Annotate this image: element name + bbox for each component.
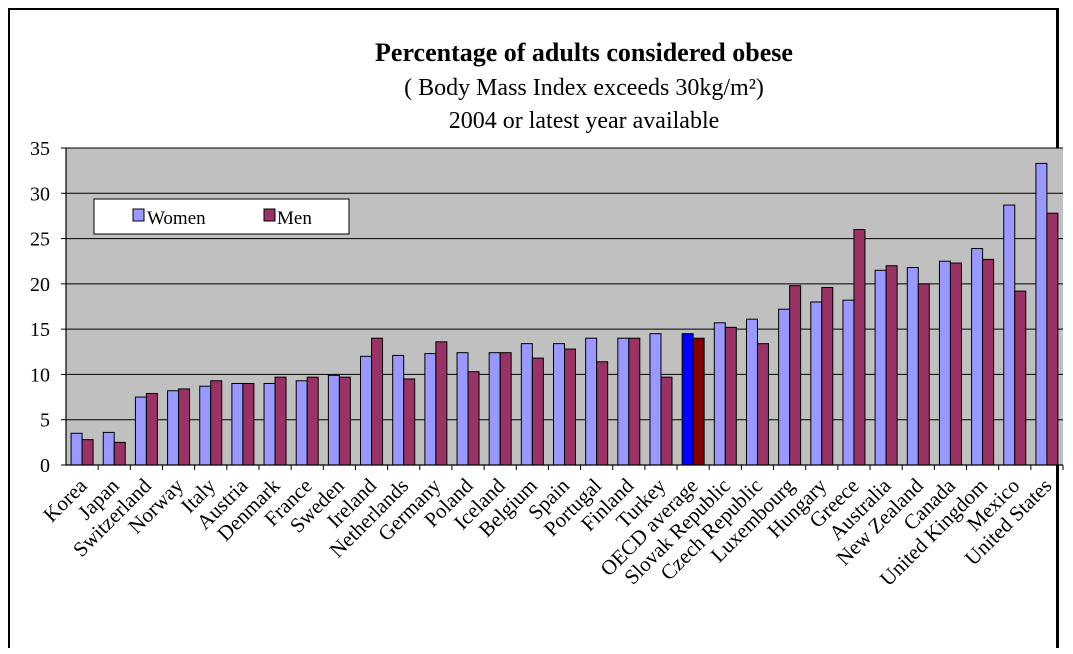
bar-women xyxy=(134,396,147,466)
bar-women xyxy=(874,269,887,466)
bar-men xyxy=(660,376,673,466)
bar-men xyxy=(210,380,223,466)
bar-women xyxy=(488,352,501,466)
bars xyxy=(70,162,1059,466)
legend-women-label: Women xyxy=(147,208,206,229)
bar-men xyxy=(949,262,962,466)
bar-women xyxy=(102,431,115,466)
bar-men xyxy=(692,337,705,466)
bar-women xyxy=(553,343,565,466)
bar-men xyxy=(1046,212,1059,466)
bar-women xyxy=(199,385,212,466)
bar-men xyxy=(821,286,834,466)
chart-subtitle: ( Body Mass Index exceeds 30kg/m²) xyxy=(404,75,764,101)
bar-women xyxy=(649,333,662,466)
bar-women xyxy=(585,337,598,466)
bar-men xyxy=(564,348,576,466)
bar-women xyxy=(360,355,373,466)
bar-women xyxy=(392,354,405,466)
chart-title: Percentage of adults considered obese xyxy=(375,38,793,67)
bar-men xyxy=(274,376,287,466)
bar-men xyxy=(435,341,448,466)
bar-men xyxy=(499,352,512,466)
y-tick-label: 25 xyxy=(30,229,50,251)
bar-women xyxy=(842,299,855,466)
bar-women xyxy=(424,353,437,466)
bar-men xyxy=(853,229,866,466)
bar-men xyxy=(917,283,930,466)
y-tick-label: 10 xyxy=(30,364,50,386)
bar-women xyxy=(1035,162,1048,466)
legend: Women Men xyxy=(93,198,350,235)
bar-men xyxy=(242,382,255,466)
bar-women xyxy=(295,380,308,466)
y-tick-label: 20 xyxy=(30,274,50,296)
y-tick-label: 5 xyxy=(40,410,50,432)
bar-men xyxy=(756,343,769,466)
bar-men xyxy=(789,285,802,466)
bar-women xyxy=(520,343,533,466)
bar-men xyxy=(371,337,384,466)
bar-women xyxy=(231,382,244,466)
bar-women xyxy=(263,382,276,466)
bar-women xyxy=(810,301,823,466)
bar-men xyxy=(724,326,737,466)
y-tick-label: 0 xyxy=(40,455,50,477)
bar-men xyxy=(1014,290,1027,466)
bar-men xyxy=(596,361,609,466)
bar-men xyxy=(885,265,898,466)
bar-women xyxy=(745,318,758,466)
bar-women xyxy=(713,322,726,466)
chart-subtitle-year: 2004 or latest year available xyxy=(449,108,720,134)
bar-women xyxy=(938,260,951,466)
bar-women xyxy=(70,432,83,466)
y-tick-label: 35 xyxy=(30,138,50,160)
legend-men-swatch xyxy=(263,208,276,222)
legend-men-label: Men xyxy=(277,208,312,229)
bar-women xyxy=(1003,204,1016,466)
bar-women xyxy=(681,333,694,466)
bar-women xyxy=(456,352,469,466)
bar-men xyxy=(113,441,126,466)
bar-men xyxy=(403,378,416,466)
y-tick-labels: 0 5 10 15 20 25 30 35 xyxy=(30,138,50,477)
y-tick-label: 30 xyxy=(30,183,50,205)
x-tick-labels: KoreaJapanSwitzerlandNorwayItalyAustriaD… xyxy=(38,473,1056,591)
axes xyxy=(61,147,1064,470)
legend-women-swatch xyxy=(132,208,145,222)
bar-men xyxy=(145,392,158,466)
bar-women xyxy=(778,308,791,466)
bar-women xyxy=(971,248,984,466)
bar-men xyxy=(982,258,995,466)
bar-men xyxy=(467,371,480,466)
bar-men xyxy=(531,357,544,466)
bar-women xyxy=(327,374,340,466)
bar-men xyxy=(178,388,191,466)
bar-men xyxy=(306,376,319,466)
bar-men xyxy=(81,439,94,466)
bar-men xyxy=(628,337,641,466)
y-tick-label: 15 xyxy=(30,319,50,341)
bar-women xyxy=(617,337,630,466)
bar-men xyxy=(338,376,351,466)
bar-women xyxy=(167,390,180,466)
bar-women xyxy=(906,267,919,466)
